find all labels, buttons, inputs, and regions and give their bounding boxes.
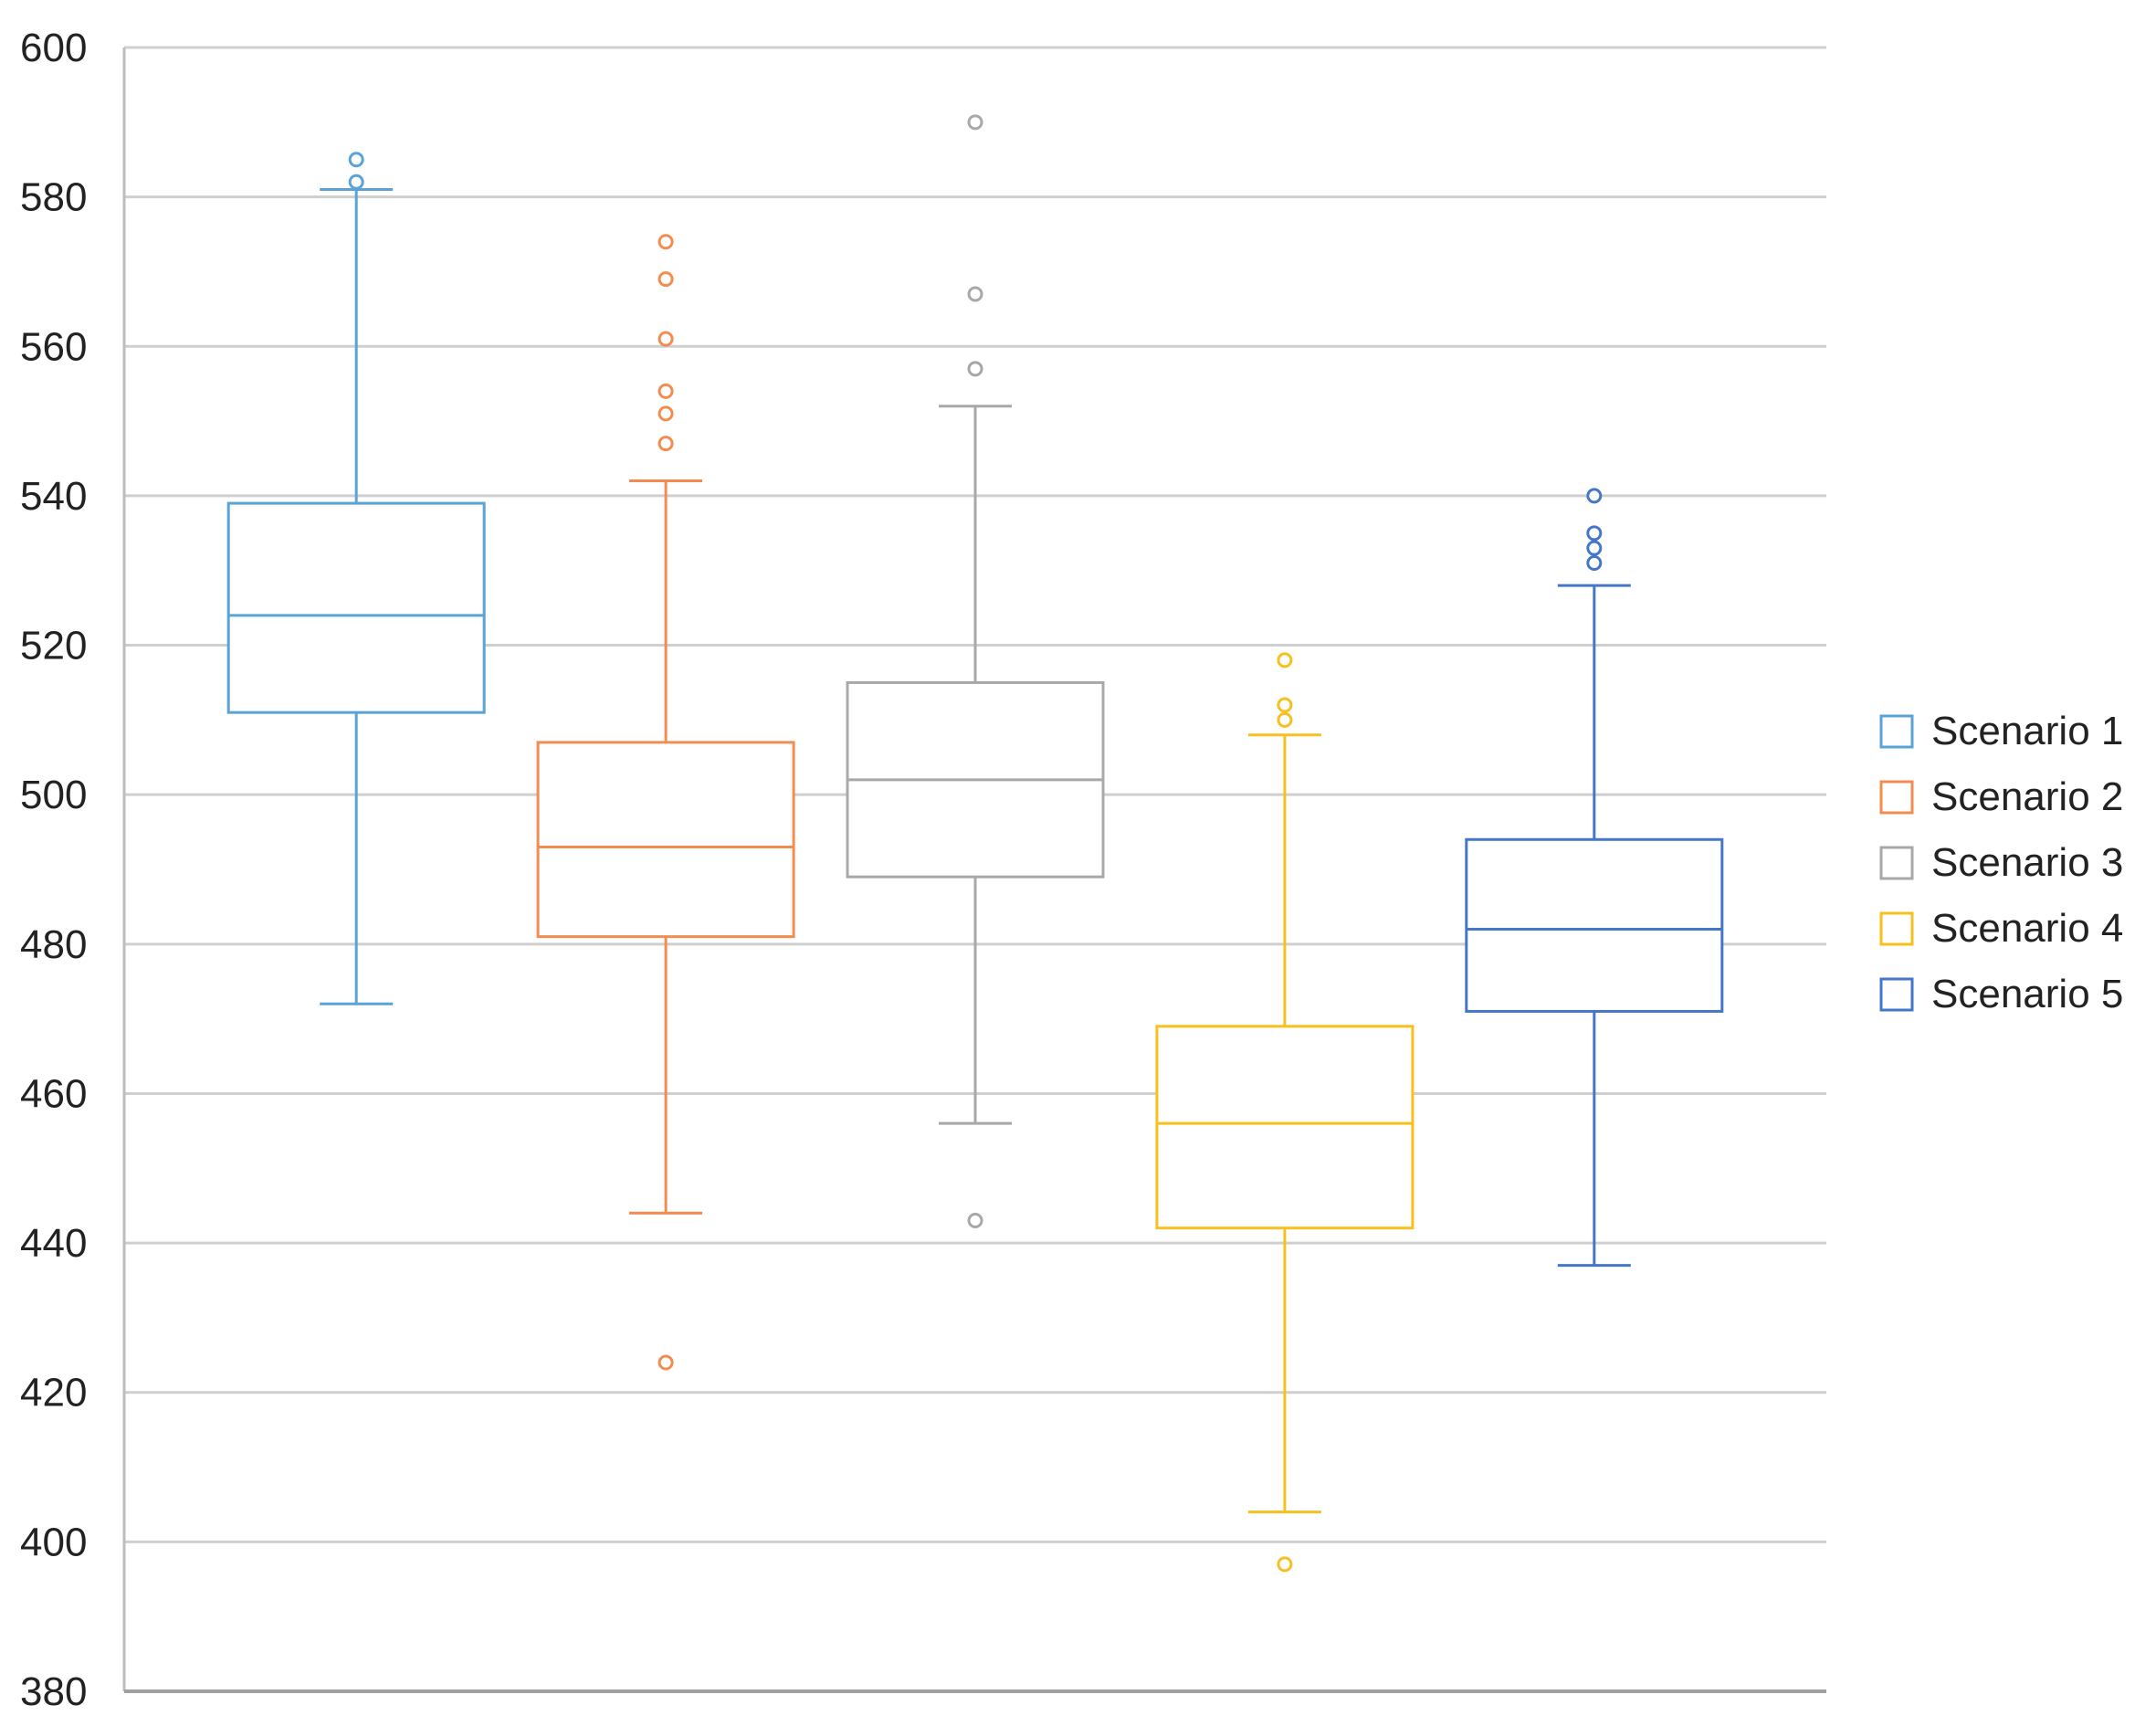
y-tick-label-380: 380 [20,1669,87,1714]
outlier-point [967,114,983,131]
outlier-point [1586,488,1603,504]
outlier-point [657,1354,674,1371]
y-tick-label-400: 400 [20,1520,87,1564]
outlier-point [1586,555,1603,572]
y-tick-label-600: 600 [20,26,87,70]
box-scenario-4 [1155,652,1415,1573]
box-scenario-5 [1465,488,1724,1268]
boxes [226,114,1724,1573]
y-tick-label-420: 420 [20,1371,87,1416]
legend-swatch-scenario-1 [1879,714,1914,749]
legend-swatch-scenario-3 [1879,846,1914,880]
iqr-box [226,501,486,714]
box-scenario-1 [226,152,486,1005]
outlier-point [657,405,674,422]
outlier-point [657,383,674,399]
legend-label-scenario-5: Scenario 5 [1931,972,2123,1016]
outlier-point [1277,652,1293,668]
iqr-box [1155,1025,1415,1230]
y-tick-label-440: 440 [20,1221,87,1266]
outlier-point [967,361,983,377]
y-tick-label-540: 540 [20,474,87,519]
legend-label-scenario-3: Scenario 3 [1931,840,2123,885]
legend-swatch-scenario-4 [1879,911,1914,946]
x-axis [122,47,1826,1693]
outlier-point [657,271,674,288]
y-tick-label-500: 500 [20,773,87,817]
outlier-point [967,286,983,302]
legend-label-scenario-1: Scenario 1 [1931,709,2123,753]
legend-swatch-scenario-5 [1879,977,1914,1012]
iqr-box [536,741,795,939]
outlier-point [1277,711,1293,728]
legend-swatch-scenario-2 [1879,780,1914,815]
y-tick-label-480: 480 [20,922,87,967]
outlier-point [967,1213,983,1229]
outlier-point [1586,540,1603,556]
outlier-point [1277,1556,1293,1573]
iqr-box [1465,837,1724,1013]
y-tick-label-560: 560 [20,324,87,369]
outlier-point [657,331,674,347]
legend: Scenario 1 Scenario 2 Scenario 3 Scenario 4… [1879,709,2123,1016]
outlier-point [348,174,364,190]
outlier-point [1277,697,1293,713]
y-tick-label-520: 520 [20,624,87,668]
box-scenario-2 [536,234,795,1371]
outlier-point [657,234,674,250]
outlier-point [657,436,674,452]
legend-label-scenario-2: Scenario 2 [1931,774,2123,819]
y-axis-ticks: 380 400 420 440 460 480 500 520 540 560 580 600 [20,26,87,1714]
y-tick-label-580: 580 [20,175,87,220]
box-scenario-3 [846,114,1105,1229]
outlier-point [348,152,364,168]
y-tick-label-460: 460 [20,1071,87,1116]
outlier-point [1586,525,1603,542]
legend-label-scenario-4: Scenario 4 [1931,906,2123,951]
